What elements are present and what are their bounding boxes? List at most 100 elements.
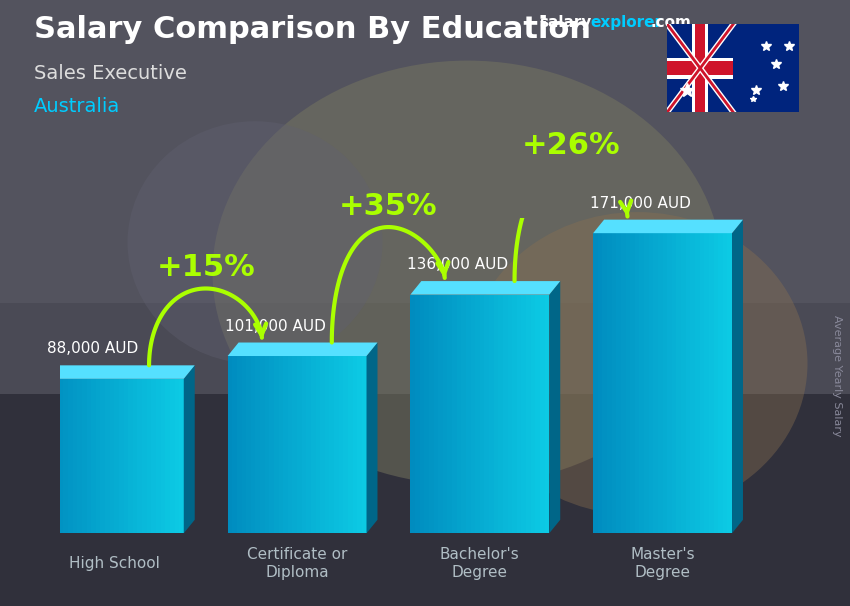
Polygon shape — [593, 219, 743, 233]
Polygon shape — [434, 295, 438, 533]
Polygon shape — [119, 379, 123, 533]
Polygon shape — [228, 356, 232, 533]
Polygon shape — [420, 295, 424, 533]
Text: .com: .com — [650, 15, 691, 30]
Polygon shape — [251, 356, 255, 533]
Polygon shape — [603, 233, 607, 533]
Polygon shape — [690, 233, 695, 533]
Polygon shape — [545, 295, 549, 533]
Polygon shape — [503, 295, 507, 533]
Polygon shape — [549, 281, 560, 533]
Polygon shape — [522, 295, 526, 533]
Polygon shape — [142, 379, 147, 533]
Polygon shape — [479, 295, 484, 533]
Polygon shape — [96, 379, 100, 533]
Polygon shape — [536, 295, 540, 533]
Polygon shape — [156, 379, 161, 533]
Polygon shape — [456, 295, 462, 533]
Polygon shape — [700, 233, 705, 533]
Polygon shape — [357, 356, 362, 533]
Polygon shape — [489, 295, 494, 533]
Polygon shape — [147, 379, 151, 533]
Polygon shape — [315, 356, 320, 533]
Polygon shape — [616, 233, 620, 533]
Polygon shape — [654, 233, 658, 533]
Polygon shape — [443, 295, 447, 533]
Polygon shape — [639, 233, 644, 533]
Bar — [692, 24, 708, 112]
Polygon shape — [626, 233, 630, 533]
Polygon shape — [593, 233, 598, 533]
Text: +26%: +26% — [522, 131, 620, 159]
Text: Average Yearly Salary: Average Yearly Salary — [832, 315, 842, 436]
Polygon shape — [110, 379, 114, 533]
Polygon shape — [72, 379, 77, 533]
Polygon shape — [311, 356, 315, 533]
Text: 171,000 AUD: 171,000 AUD — [590, 196, 691, 211]
Bar — [0, 0, 850, 303]
Polygon shape — [620, 233, 626, 533]
Text: Sales Executive: Sales Executive — [34, 64, 187, 82]
Polygon shape — [667, 233, 672, 533]
Polygon shape — [411, 295, 415, 533]
Polygon shape — [705, 233, 709, 533]
Polygon shape — [411, 281, 560, 295]
Polygon shape — [695, 233, 700, 533]
Polygon shape — [530, 295, 536, 533]
Polygon shape — [179, 379, 184, 533]
Ellipse shape — [212, 61, 722, 485]
Polygon shape — [452, 295, 456, 533]
Polygon shape — [59, 379, 64, 533]
Polygon shape — [718, 233, 722, 533]
Polygon shape — [49, 379, 54, 533]
Polygon shape — [732, 219, 743, 533]
Polygon shape — [343, 356, 348, 533]
Polygon shape — [170, 379, 174, 533]
Polygon shape — [68, 379, 72, 533]
Polygon shape — [283, 356, 288, 533]
Polygon shape — [498, 295, 503, 533]
Polygon shape — [274, 356, 279, 533]
Bar — [695, 24, 706, 112]
Polygon shape — [255, 356, 260, 533]
Text: 136,000 AUD: 136,000 AUD — [407, 257, 508, 272]
Text: salary: salary — [540, 15, 592, 30]
Polygon shape — [298, 356, 302, 533]
Polygon shape — [91, 379, 96, 533]
Polygon shape — [644, 233, 649, 533]
Polygon shape — [353, 356, 357, 533]
Polygon shape — [77, 379, 82, 533]
Polygon shape — [100, 379, 105, 533]
Polygon shape — [302, 356, 306, 533]
Polygon shape — [228, 342, 377, 356]
Polygon shape — [87, 379, 91, 533]
Polygon shape — [320, 356, 325, 533]
Polygon shape — [462, 295, 466, 533]
Text: +35%: +35% — [339, 192, 438, 221]
Text: Salary Comparison By Education: Salary Comparison By Education — [34, 15, 591, 44]
Polygon shape — [260, 356, 264, 533]
Polygon shape — [612, 233, 616, 533]
Polygon shape — [540, 295, 545, 533]
Polygon shape — [264, 356, 269, 533]
Bar — [667, 61, 733, 75]
Polygon shape — [728, 233, 732, 533]
Text: Australia: Australia — [34, 97, 120, 116]
Polygon shape — [471, 295, 475, 533]
Polygon shape — [438, 295, 443, 533]
Polygon shape — [429, 295, 434, 533]
Polygon shape — [672, 233, 677, 533]
Polygon shape — [630, 233, 635, 533]
Polygon shape — [306, 356, 311, 533]
Polygon shape — [366, 342, 377, 533]
Polygon shape — [330, 356, 334, 533]
Polygon shape — [54, 379, 59, 533]
Polygon shape — [484, 295, 489, 533]
Polygon shape — [447, 295, 452, 533]
Polygon shape — [45, 365, 195, 379]
Polygon shape — [105, 379, 110, 533]
Polygon shape — [415, 295, 420, 533]
Ellipse shape — [468, 212, 808, 515]
Polygon shape — [598, 233, 603, 533]
Polygon shape — [241, 356, 246, 533]
